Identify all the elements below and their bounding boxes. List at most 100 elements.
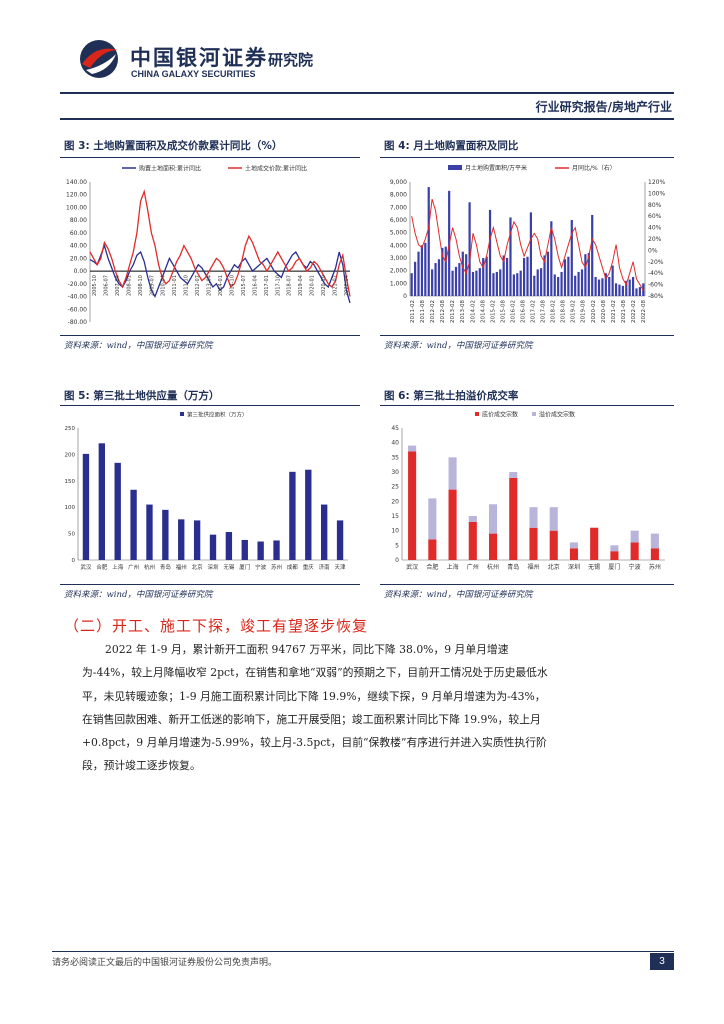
x-tick-label: 2020-08 [601, 300, 607, 323]
y-left-tick-label: 1,000 [390, 280, 407, 287]
fig6-title: 图 6: 第三批土拍溢价成交率 [384, 390, 519, 402]
bar [509, 217, 512, 296]
fig4-title-rule [380, 157, 674, 158]
bar [488, 209, 492, 296]
x-tick-label: 2015-02 [490, 300, 496, 323]
x-tick-label: 重庆 [303, 563, 315, 571]
y-tick-label: 20 [391, 498, 399, 505]
x-tick-label: 2007-04 [115, 275, 121, 296]
y-right-tick-label: 20% [648, 236, 662, 243]
legend-label-1: 溢价成交宗数 [539, 411, 575, 419]
x-tick-label: 2009-07 [149, 275, 155, 296]
bar [431, 269, 434, 296]
bar [461, 251, 464, 296]
bar [475, 270, 478, 296]
bar-base [610, 551, 619, 560]
x-tick-label: 天津 [335, 564, 347, 571]
bar [478, 268, 481, 296]
y-left-tick-label: 2,000 [390, 268, 407, 275]
bar [209, 534, 217, 560]
y-left-tick-label: 5,000 [390, 230, 407, 237]
bar [502, 255, 505, 296]
bar-premium [610, 545, 619, 552]
bar [560, 271, 563, 296]
x-tick-label: 2018-08 [561, 300, 567, 323]
bar [410, 273, 413, 296]
x-tick-label: 2015-07 [241, 275, 247, 296]
y-tick-label: -60.00 [68, 306, 88, 313]
x-tick-label: 2019-02 [571, 300, 577, 323]
x-tick-label: 2022-02 [631, 300, 637, 323]
x-tick-label: 厦门 [608, 563, 620, 571]
bar-premium [448, 457, 457, 490]
bar [604, 273, 607, 296]
x-tick-label: 2020-01 [310, 275, 316, 296]
fig3-title-rule [60, 157, 360, 158]
x-tick-label: 成都 [287, 563, 299, 571]
body-paragraph: 2022 年 1-9 月，累计新开工面积 94767 万平米，同比下降 38.0… [82, 643, 548, 773]
y-left-tick-label: 0 [403, 293, 407, 300]
bar [516, 273, 519, 296]
bar [591, 214, 594, 296]
x-tick-label: 苏州 [271, 563, 282, 571]
x-tick-label: 2010-04 [161, 275, 167, 296]
y-tick-label: 45 [391, 425, 399, 432]
bar [533, 275, 536, 296]
x-tick-label: 2018-07 [287, 275, 293, 296]
series-line [411, 198, 644, 291]
x-tick-label: 福州 [176, 563, 187, 571]
x-tick-label: 北京 [192, 563, 204, 571]
y-tick-label: -80.00 [68, 319, 88, 326]
y-tick-label: -40.00 [68, 294, 88, 301]
bar [458, 263, 461, 296]
y-tick-label: 40 [391, 440, 399, 447]
x-tick-label: 2013-08 [460, 300, 466, 323]
bar [193, 520, 201, 560]
fig5-title-rule [60, 405, 360, 406]
x-tick-label: 2006-07 [103, 275, 109, 296]
y-tick-label: 35 [391, 454, 399, 461]
page-number: 3 [650, 953, 674, 970]
y-tick-label: 80.00 [70, 217, 87, 224]
bar [621, 285, 624, 296]
y-tick-label: -20.00 [68, 281, 88, 288]
bar [638, 287, 641, 296]
legend-swatch [180, 412, 184, 416]
bar [570, 220, 573, 296]
x-tick-label: 上海 [112, 563, 124, 571]
x-tick-label: 合肥 [96, 563, 108, 571]
bar [98, 443, 105, 560]
fig5-bottom-rule [60, 584, 360, 585]
y-tick-label: 0 [395, 557, 399, 564]
x-tick-label: 宁波 [255, 563, 267, 571]
bar [540, 268, 543, 296]
bar [567, 256, 570, 296]
bar [614, 283, 618, 296]
bar [424, 242, 427, 296]
bar [557, 277, 560, 296]
bar [608, 277, 611, 296]
x-tick-label: 2017-01 [264, 275, 270, 296]
x-tick-label: 北京 [548, 563, 560, 571]
bar-base [569, 548, 579, 560]
bar [505, 258, 509, 296]
bar-base [549, 530, 558, 560]
y-tick-label: 20.00 [70, 255, 87, 262]
x-tick-label: 合肥 [426, 563, 438, 571]
bar [289, 471, 296, 560]
bar [434, 263, 437, 296]
fig4-source: 资料来源：wind，中国银河证券研究院 [384, 341, 533, 351]
bar-premium [428, 498, 437, 540]
x-tick-label: 厦门 [239, 563, 250, 571]
x-tick-label: 上海 [447, 563, 459, 571]
y-tick-label: 250 [65, 426, 76, 432]
bar [420, 245, 424, 296]
legend-label-0: 底价成交宗数 [482, 411, 518, 419]
x-tick-label: 2020-02 [591, 300, 597, 323]
y-tick-label: 100 [65, 505, 76, 511]
x-tick-label: 2017-10 [275, 275, 281, 296]
y-right-tick-label: 100% [648, 190, 665, 197]
x-tick-label: 2005-10 [92, 275, 98, 296]
institute-name: 研究院 [268, 51, 314, 69]
bar-premium [408, 445, 417, 452]
